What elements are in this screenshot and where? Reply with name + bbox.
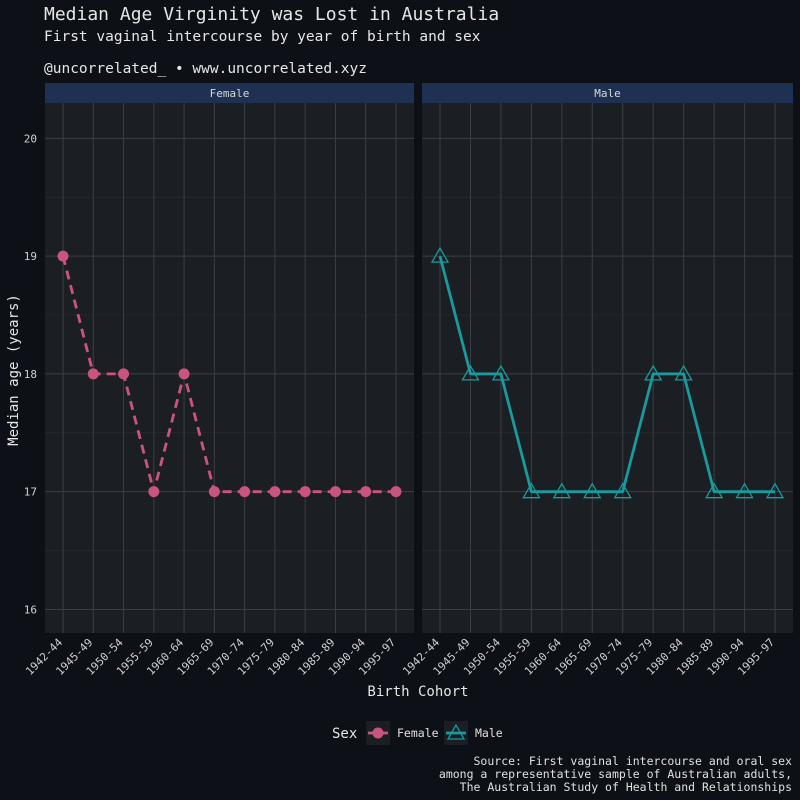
y-axis-label: Median age (years) [6,294,22,446]
x-axis-label: Birth Cohort [367,684,468,700]
series-line-female [61,255,396,494]
data-point-male [430,246,450,263]
facet-strip-female [45,83,414,103]
data-point-male [491,364,511,381]
chart-title: Median Age Virginity was Lost in Austral… [44,4,499,25]
data-point-male [674,364,693,381]
y-axis-ticks: 16 17 18 19 20 [24,132,37,616]
data-point-male [613,482,632,499]
data-point-female [148,486,160,498]
x-axis-ticks: 1942-441945-491950-541955-591960-641965-… [23,636,777,678]
facet-label-male: Male [594,87,621,100]
legend-marker-male [446,723,466,740]
data-point-male [765,482,785,499]
y-tick-label: 20 [24,132,37,145]
caption-line-1: Source: First vaginal intercourse and or… [474,754,793,768]
data-point-female [87,368,99,380]
facet-panel-male [422,103,793,633]
caption-line-2: among a representative sample of Austral… [439,767,792,781]
facet-panels: Female Male [45,83,793,633]
legend-title: Sex [332,726,357,742]
data-point-male [461,364,480,381]
facet-strip-male [422,83,793,103]
legend: Sex Female Male [332,721,503,745]
data-point-female [208,486,220,498]
data-point-male [552,482,571,499]
facet-panel-female [45,103,414,633]
data-point-male [644,364,663,381]
chart-subtitle: First vaginal intercourse by year of bir… [44,29,481,45]
legend-label-female: Female [397,726,439,740]
data-point-male [522,482,541,499]
data-point-male [735,482,754,499]
data-point-female [239,486,251,498]
data-point-female [299,486,311,498]
data-point-female [57,250,69,262]
y-tick-label: 19 [24,250,37,263]
data-point-male [583,482,602,499]
y-tick-label: 17 [24,486,37,499]
data-point-female [390,486,402,498]
data-point-female [360,486,372,498]
y-tick-label: 16 [24,603,37,616]
data-point-female [269,486,281,498]
caption: Source: First vaginal intercourse and or… [439,754,792,794]
chart-handle: @uncorrelated_ • www.uncorrelated.xyz [44,61,367,77]
legend-label-male: Male [475,726,503,740]
data-point-female [329,486,341,498]
data-point-female [178,368,190,380]
data-point-male [704,482,724,499]
facet-label-female: Female [210,87,250,100]
legend-marker-female [372,727,384,739]
caption-line-3: The Australian Study of Health and Relat… [460,780,792,794]
y-tick-label: 18 [24,368,37,381]
data-point-female [118,368,130,380]
